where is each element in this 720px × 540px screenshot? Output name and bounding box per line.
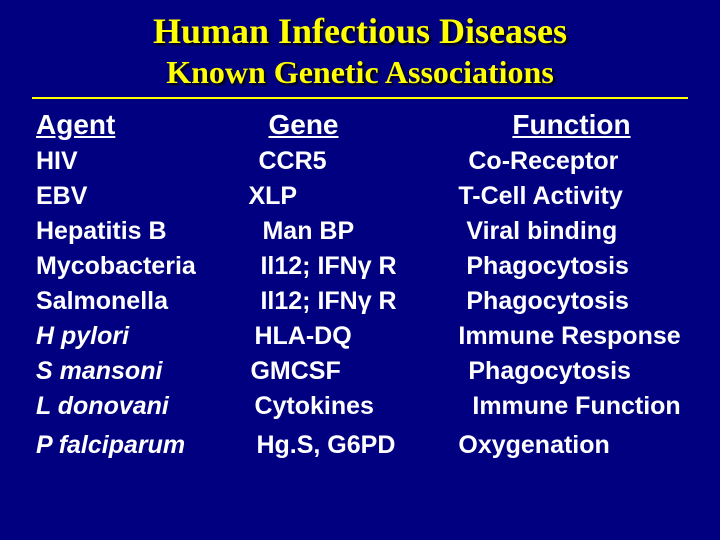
cell-agent: EBV xyxy=(32,182,248,211)
table-row: SalmonellaIl12; IFNγ RPhagocytosis xyxy=(32,287,688,316)
cell-agent: L donovani xyxy=(32,392,248,421)
cell-gene: Hg.S, G6PD xyxy=(248,431,458,460)
cell-function: Oxygenation xyxy=(458,431,688,460)
table-row: P falciparumHg.S, G6PDOxygenation xyxy=(32,431,688,460)
table-row: EBVXLPT-Cell Activity xyxy=(32,182,688,211)
cell-function: Phagocytosis xyxy=(458,357,688,386)
associations-table: Agent Gene Function HIVCCR5Co-Receptor EB… xyxy=(32,109,688,460)
slide-subtitle: Known Genetic Associations xyxy=(32,54,688,91)
header-agent: Agent xyxy=(32,109,248,141)
table-row: HIVCCR5Co-Receptor xyxy=(32,147,688,176)
cell-agent: Salmonella xyxy=(32,287,248,316)
cell-gene: Il12; IFNγ R xyxy=(248,252,458,281)
cell-function: T-Cell Activity xyxy=(458,182,688,211)
cell-agent: S mansoni xyxy=(32,357,248,386)
table-body: HIVCCR5Co-Receptor EBVXLPT-Cell Activity H… xyxy=(32,147,688,460)
table-row: Hepatitis BMan BPViral binding xyxy=(32,217,688,246)
divider xyxy=(32,97,688,99)
table-header-row: Agent Gene Function xyxy=(32,109,688,141)
cell-gene: Il12; IFNγ R xyxy=(248,287,458,316)
cell-gene: XLP xyxy=(248,182,458,211)
table-row: S mansoniGMCSFPhagocytosis xyxy=(32,357,688,386)
cell-agent: Hepatitis B xyxy=(32,217,248,246)
slide-title: Human Infectious Diseases xyxy=(32,10,688,52)
cell-gene: GMCSF xyxy=(248,357,458,386)
header-gene: Gene xyxy=(248,109,458,141)
cell-gene: Man BP xyxy=(248,217,458,246)
cell-function: Viral binding xyxy=(458,217,688,246)
cell-agent: HIV xyxy=(32,147,248,176)
cell-function: Phagocytosis xyxy=(458,252,688,281)
table-row: MycobacteriaIl12; IFNγ RPhagocytosis xyxy=(32,252,688,281)
cell-gene: Cytokines xyxy=(248,392,458,421)
cell-gene: HLA-DQ xyxy=(248,322,458,351)
slide: Human Infectious Diseases Known Genetic … xyxy=(0,0,720,540)
cell-agent: H pylori xyxy=(32,322,248,351)
cell-agent: Mycobacteria xyxy=(32,252,248,281)
cell-function: Phagocytosis xyxy=(458,287,688,316)
table-row: H pyloriHLA-DQImmune Response xyxy=(32,322,688,351)
header-function: Function xyxy=(458,109,688,141)
cell-agent: P falciparum xyxy=(32,431,248,460)
cell-gene: CCR5 xyxy=(248,147,458,176)
table-row: L donovaniCytokinesImmune Function xyxy=(32,392,688,421)
cell-function: Immune Response xyxy=(458,322,688,351)
cell-function: Co-Receptor xyxy=(458,147,688,176)
cell-function: Immune Function xyxy=(458,392,688,421)
